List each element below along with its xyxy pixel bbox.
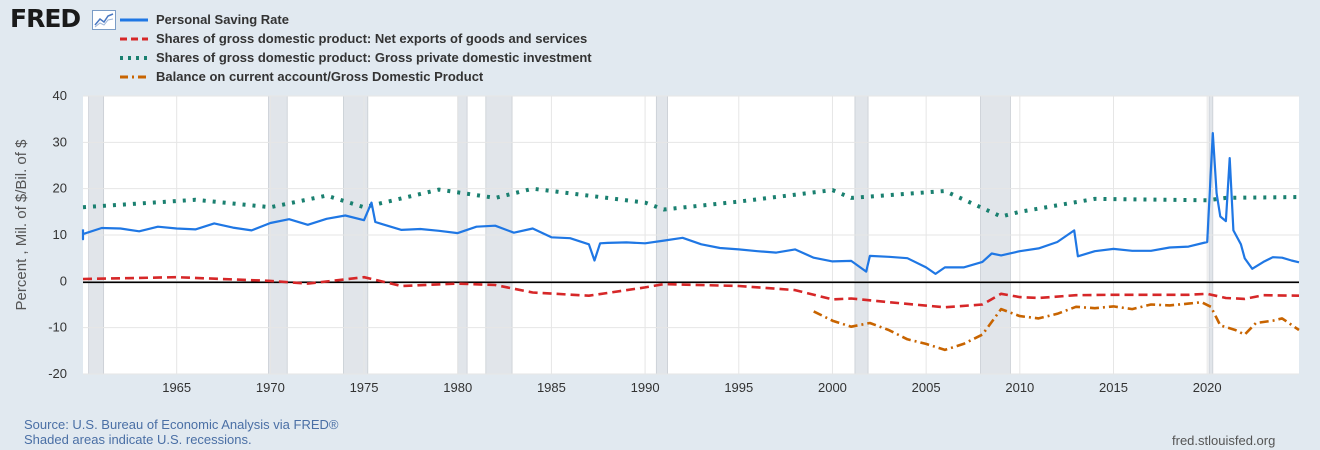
x-tick-label: 1970 xyxy=(256,380,285,395)
y-tick-label: 0 xyxy=(60,273,67,288)
x-tick-label: 1990 xyxy=(631,380,660,395)
legend-label: Shares of gross domestic product: Gross … xyxy=(156,50,592,65)
y-axis-label: Percent , Mil. of $/Bil. of $ xyxy=(13,139,30,311)
legend-item-current-account: Balance on current account/Gross Domesti… xyxy=(120,67,592,86)
x-tick-label: 2000 xyxy=(818,380,847,395)
series-line-1 xyxy=(82,275,1300,309)
recession-note: Shaded areas indicate U.S. recessions. xyxy=(24,432,252,447)
source-note: Source: U.S. Bureau of Economic Analysis… xyxy=(24,417,339,432)
chart-legend: Personal Saving Rate Shares of gross dom… xyxy=(120,10,592,86)
y-tick-label: 30 xyxy=(53,134,67,149)
legend-item-saving-rate: Personal Saving Rate xyxy=(120,10,592,29)
legend-swatch-dash xyxy=(120,37,148,40)
fred-url[interactable]: fred.stlouisfed.org xyxy=(1172,433,1276,448)
legend-label: Shares of gross domestic product: Net ex… xyxy=(156,31,588,46)
y-tick-label: -10 xyxy=(48,320,67,335)
x-tick-label: 1980 xyxy=(443,380,472,395)
legend-swatch-dot xyxy=(120,55,148,60)
legend-item-investment: Shares of gross domestic product: Gross … xyxy=(120,48,592,67)
legend-swatch-solid xyxy=(120,18,148,21)
x-tick-labels: 1965 1970 1975 1980 1985 1990 1995 2000 2005 2010… xyxy=(162,380,1221,395)
y-tick-label: 10 xyxy=(53,227,67,242)
grid-lines xyxy=(83,95,1299,375)
y-tick-label: -20 xyxy=(48,366,67,381)
series-lines xyxy=(81,132,1300,352)
x-tick-label: 2010 xyxy=(1005,380,1034,395)
legend-swatch-dashdot xyxy=(120,75,148,78)
x-tick-label: 1965 xyxy=(162,380,191,395)
legend-item-net-exports: Shares of gross domestic product: Net ex… xyxy=(120,29,592,48)
chart-line-icon xyxy=(92,10,116,30)
x-tick-label: 2015 xyxy=(1099,380,1128,395)
y-tick-labels: 40 30 20 10 0 -10 -20 xyxy=(48,88,67,381)
x-tick-label: 1995 xyxy=(724,380,753,395)
x-tick-label: 1975 xyxy=(350,380,379,395)
y-tick-label: 40 xyxy=(53,88,67,103)
series-line-3 xyxy=(813,300,1300,352)
fred-logo[interactable]: FRED xyxy=(10,4,81,33)
series-line-0 xyxy=(81,132,1300,275)
y-axis-label-text: Percent , Mil. of $/Bil. of $ xyxy=(13,139,30,311)
legend-label: Personal Saving Rate xyxy=(156,12,289,27)
legend-label: Balance on current account/Gross Domesti… xyxy=(156,69,484,84)
y-tick-label: 20 xyxy=(53,181,67,196)
x-tick-label: 1985 xyxy=(537,380,566,395)
x-tick-label: 2020 xyxy=(1193,380,1222,395)
x-tick-label: 2005 xyxy=(912,380,941,395)
